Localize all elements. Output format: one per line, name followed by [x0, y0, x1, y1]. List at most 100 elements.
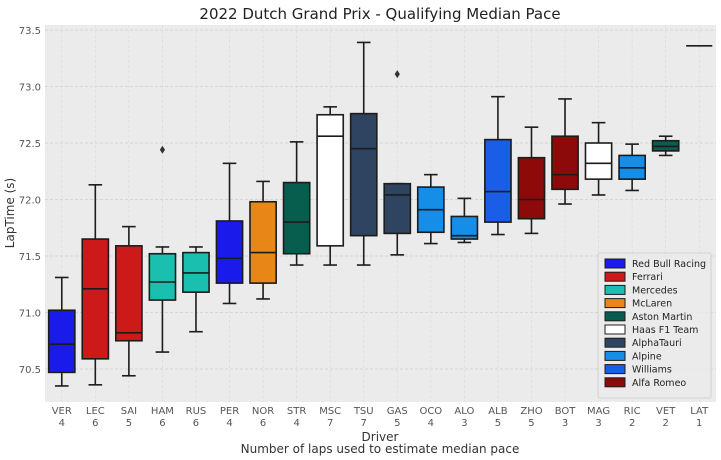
x-tick-laps: 6 — [159, 418, 165, 429]
x-tick-laps: 5 — [394, 418, 400, 429]
y-axis-label: LapTime (s) — [3, 178, 17, 248]
box-ham — [148, 145, 177, 353]
legend-swatch — [604, 271, 626, 282]
legend-label: Alpine — [632, 351, 662, 362]
x-tick-laps: 3 — [595, 418, 601, 429]
box-body — [81, 238, 110, 360]
box-body — [551, 135, 579, 191]
box-alb — [484, 95, 512, 236]
box-gas — [383, 70, 412, 256]
x-tick-laps: 4 — [59, 418, 65, 429]
x-axis-sublabel: Number of laps used to estimate median p… — [241, 442, 520, 456]
x-tick-label: VER — [52, 406, 72, 417]
boxes — [47, 41, 713, 387]
box-body — [517, 156, 546, 220]
x-tick-label: RIC — [624, 406, 641, 417]
box-ric — [618, 143, 647, 192]
box-body — [282, 181, 311, 255]
box-lec — [81, 184, 110, 386]
outlier-point — [394, 70, 400, 79]
x-tick-label: MAG — [587, 406, 610, 417]
x-tick-label: NOR — [252, 406, 274, 417]
box-mag — [584, 121, 613, 196]
box-body — [484, 138, 512, 223]
box-body — [450, 215, 479, 240]
x-tick-label: TSU — [353, 406, 374, 417]
box-oco — [416, 173, 445, 245]
x-tick-laps: 7 — [361, 418, 367, 429]
y-tick-label: 73.0 — [19, 83, 41, 94]
x-tick-label: STR — [287, 406, 306, 417]
x-tick-laps: 4 — [293, 418, 299, 429]
x-tick-laps: 2 — [662, 418, 668, 429]
box-body — [47, 309, 76, 374]
legend-swatch — [604, 298, 626, 309]
legend-label: Aston Martin — [632, 312, 692, 323]
legend-swatch — [604, 337, 626, 348]
legend-label: Red Bull Racing — [632, 259, 706, 270]
x-tick-laps: 5 — [126, 418, 132, 429]
x-tick-laps: 2 — [629, 418, 635, 429]
legend-swatch — [604, 284, 626, 295]
legend-label: Alfa Romeo — [632, 378, 686, 389]
x-tick-laps: 7 — [327, 418, 333, 429]
x-tick-label: SAI — [121, 406, 137, 417]
box-sai — [114, 225, 143, 377]
legend-label: Haas F1 Team — [632, 325, 698, 336]
legend-frame — [597, 252, 712, 399]
box-vet — [651, 135, 680, 157]
box-str — [282, 141, 311, 266]
box-rus — [182, 246, 210, 333]
y-tick-label: 73.5 — [19, 26, 41, 37]
legend-label: McLaren — [632, 299, 672, 310]
box-body — [215, 220, 244, 284]
box-body — [316, 113, 345, 247]
x-tick-laps: 4 — [428, 418, 434, 429]
x-tick-label: PER — [220, 406, 239, 417]
legend-swatch — [604, 350, 626, 361]
box-msc — [316, 106, 345, 266]
y-tick-label: 71.5 — [19, 252, 41, 263]
box-body — [584, 142, 613, 180]
legend-swatch — [604, 377, 626, 388]
x-axis: VER4LEC6SAI5HAM6RUS6PER4NOR6STR4MSC7TSU7… — [52, 406, 709, 429]
x-tick-laps: 4 — [226, 418, 232, 429]
legend-swatch — [604, 258, 626, 269]
x-tick-label: ALB — [488, 406, 507, 417]
x-tick-label: GAS — [387, 406, 408, 417]
x-tick-laps: 5 — [528, 418, 534, 429]
x-tick-laps: 5 — [495, 418, 501, 429]
x-tick-laps: 1 — [696, 418, 702, 429]
chart-title: 2022 Dutch Grand Prix - Qualifying Media… — [199, 5, 560, 23]
box-body — [114, 245, 143, 342]
x-tick-label: LEC — [86, 406, 105, 417]
legend-label: Mercedes — [632, 285, 678, 296]
x-tick-laps: 3 — [461, 418, 467, 429]
y-axis: 70.5 71.0 71.5 72.0 72.5 73.0 73.5 — [19, 26, 41, 376]
box-body — [249, 200, 277, 284]
legend-swatch — [604, 364, 626, 375]
box-body — [383, 182, 412, 235]
x-tick-laps: 6 — [92, 418, 98, 429]
x-tick-label: RUS — [186, 406, 207, 417]
box-body — [349, 112, 378, 237]
legend: Red Bull Racing Ferrari Mercedes McLaren Ast… — [597, 252, 712, 399]
y-tick-label: 70.5 — [19, 365, 41, 376]
box-body — [148, 252, 177, 301]
x-tick-label: HAM — [151, 406, 174, 417]
box-zho — [517, 126, 546, 235]
box-nor — [249, 180, 277, 300]
x-tick-label: VET — [656, 406, 676, 417]
box-tsu — [349, 41, 378, 266]
x-tick-label: LAT — [690, 406, 709, 417]
x-tick-label: BOT — [555, 406, 577, 417]
legend-swatch — [604, 324, 626, 335]
y-tick-label: 72.0 — [19, 196, 41, 207]
y-tick-label: 72.5 — [19, 139, 41, 150]
x-tick-label: ZHO — [520, 406, 542, 417]
box-alo — [450, 197, 479, 244]
legend-swatch — [604, 311, 626, 322]
x-tick-laps: 3 — [562, 418, 568, 429]
x-tick-label: OCO — [419, 406, 442, 417]
